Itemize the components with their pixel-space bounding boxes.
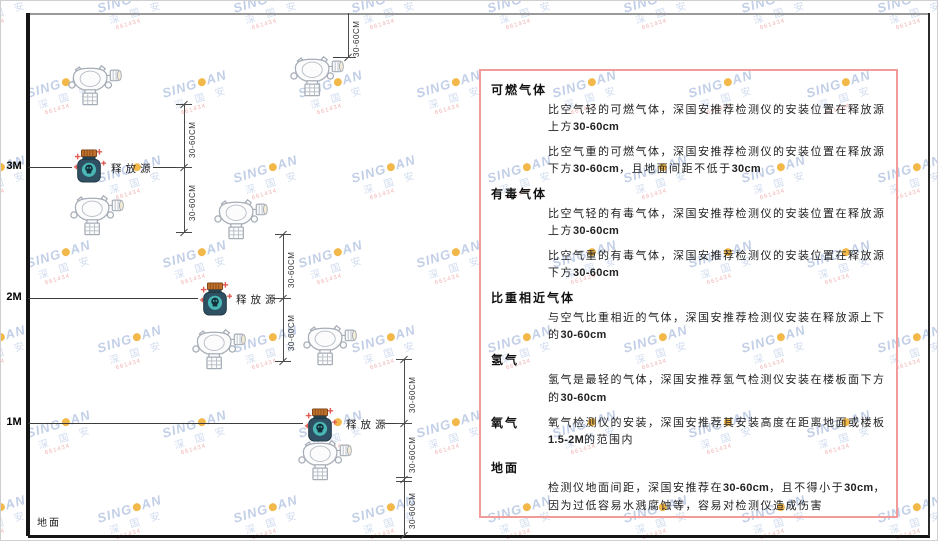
height-marker-1m: 1M	[6, 416, 22, 428]
gas-detector-icon	[67, 192, 125, 242]
right-wall-line	[928, 13, 930, 536]
section-header: 有毒气体	[491, 187, 548, 202]
release-source-icon	[72, 148, 106, 188]
height-marker-2m: 2M	[6, 291, 22, 303]
section-paragraph: 比空气重的有毒气体，深国安推荐检测仪的安装位置在释放源下方30-60cm	[548, 249, 886, 280]
gas-detector-icon	[211, 196, 269, 246]
dimension-label: 30-60CM	[287, 251, 296, 288]
gas-detector-icon	[189, 326, 247, 376]
ceiling-line	[28, 13, 930, 15]
section-body: 氧气检测仪的安装，深国安推荐其安装高度在距离地面或楼板1.5-2M的范围内	[548, 414, 886, 456]
dimension-label: 30-60CM	[408, 492, 417, 529]
leader-line-2m	[28, 298, 198, 299]
leader-line-3m	[28, 167, 72, 168]
section-body: 与空气比重相近的气体，深国安推荐检测仪安装在释放源上下的30-60cm	[548, 309, 886, 344]
ground-line	[28, 535, 930, 538]
section-body: 氢气是最轻的气体，深国安推荐氢气检测仪安装在楼板面下方的30-60cm	[548, 371, 886, 406]
section-header: 氢气	[491, 353, 520, 368]
gas-detector-icon	[300, 322, 358, 372]
dimension-label: 30-60CM	[188, 121, 197, 158]
panel-section: 地面 检测仪地面间距，深国安推荐在30-60cm，且不得小于30cm，因为过低容…	[491, 459, 886, 514]
section-body: 比空气轻的有毒气体，深国安推荐检测仪的安装位置在释放源上方30-60cm 比空气重…	[548, 205, 886, 282]
panel-section: 氢气 氢气是最轻的气体，深国安推荐氢气检测仪安装在楼板面下方的30-60cm	[491, 351, 886, 406]
section-body: 检测仪地面间距，深国安推荐在30-60cm，且不得小于30cm，因为过低容易水溅…	[548, 479, 886, 514]
section-header: 可燃气体	[491, 83, 548, 97]
section-paragraph: 比空气重的可燃气体，深国安推荐检测仪的安装位置在释放源下方30-60cm，且地面…	[548, 145, 886, 176]
gas-detector-icon	[287, 53, 345, 103]
ground-label: 地面	[37, 518, 61, 529]
panel-section: 氧气 氧气检测仪的安装，深国安推荐其安装高度在距离地面或楼板1.5-2M的范围内	[491, 414, 886, 456]
panel-section: 比重相近气体 与空气比重相近的气体，深国安推荐检测仪安装在释放源上下的30-60…	[491, 289, 886, 344]
connector-line	[385, 423, 404, 424]
panel-section: 可燃气体 比空气轻的可燃气体，深国安推荐检测仪的安装位置在释放源上方30-60c…	[491, 81, 886, 178]
section-header: 氧气	[491, 415, 520, 430]
dimension-line	[404, 359, 405, 536]
section-paragraph: 氧气检测仪的安装，深国安推荐其安装高度在距离地面或楼板1.5-2M的范围内	[548, 415, 886, 446]
info-panel: 可燃气体 比空气轻的可燃气体，深国安推荐检测仪的安装位置在释放源上方30-60c…	[479, 69, 898, 518]
release-source-icon	[198, 281, 232, 321]
section-paragraph: 氢气是最轻的气体，深国安推荐氢气检测仪安装在楼板面下方的30-60cm	[548, 373, 886, 404]
section-paragraph: 与空气比重相近的气体，深国安推荐检测仪安装在释放源上下的30-60cm	[548, 311, 886, 342]
dimension-label: 30-60CM	[188, 184, 197, 221]
section-paragraph: 检测仪地面间距，深国安推荐在30-60cm，且不得小于30cm，因为过低容易水溅…	[548, 480, 886, 512]
section-paragraph: 比空气轻的可燃气体，深国安推荐检测仪的安装位置在释放源上方30-60cm	[548, 103, 886, 134]
release-source-label: 释放源	[346, 419, 390, 431]
section-paragraph: 比空气轻的有毒气体，深国安推荐检测仪的安装位置在释放源上方30-60cm	[548, 207, 886, 238]
release-source-icon	[303, 407, 337, 447]
section-header: 地面	[491, 460, 520, 475]
height-marker-3m: 3M	[6, 160, 22, 172]
gas-detector-icon	[65, 62, 123, 112]
panel-section: 有毒气体 比空气轻的有毒气体，深国安推荐检测仪的安装位置在释放源上方30-60c…	[491, 185, 886, 282]
leader-line-1m	[28, 423, 303, 424]
section-body: 比空气轻的可燃气体，深国安推荐检测仪的安装位置在释放源上方30-60cm 比空气重…	[548, 101, 886, 178]
dimension-tick	[396, 481, 412, 482]
left-wall-line	[26, 13, 30, 536]
section-header: 比重相近气体	[491, 291, 576, 306]
dimension-label: 30-60CM	[352, 20, 361, 57]
dimension-label: 30-60CM	[287, 314, 296, 351]
dimension-line	[348, 13, 349, 58]
dimension-label: 30-60CM	[408, 436, 417, 473]
release-source-label: 释放源	[111, 163, 155, 175]
dimension-label: 30-60CM	[408, 376, 417, 413]
connector-line	[153, 167, 184, 168]
dimension-line	[184, 104, 185, 232]
release-source-label: 释放源	[236, 294, 280, 306]
